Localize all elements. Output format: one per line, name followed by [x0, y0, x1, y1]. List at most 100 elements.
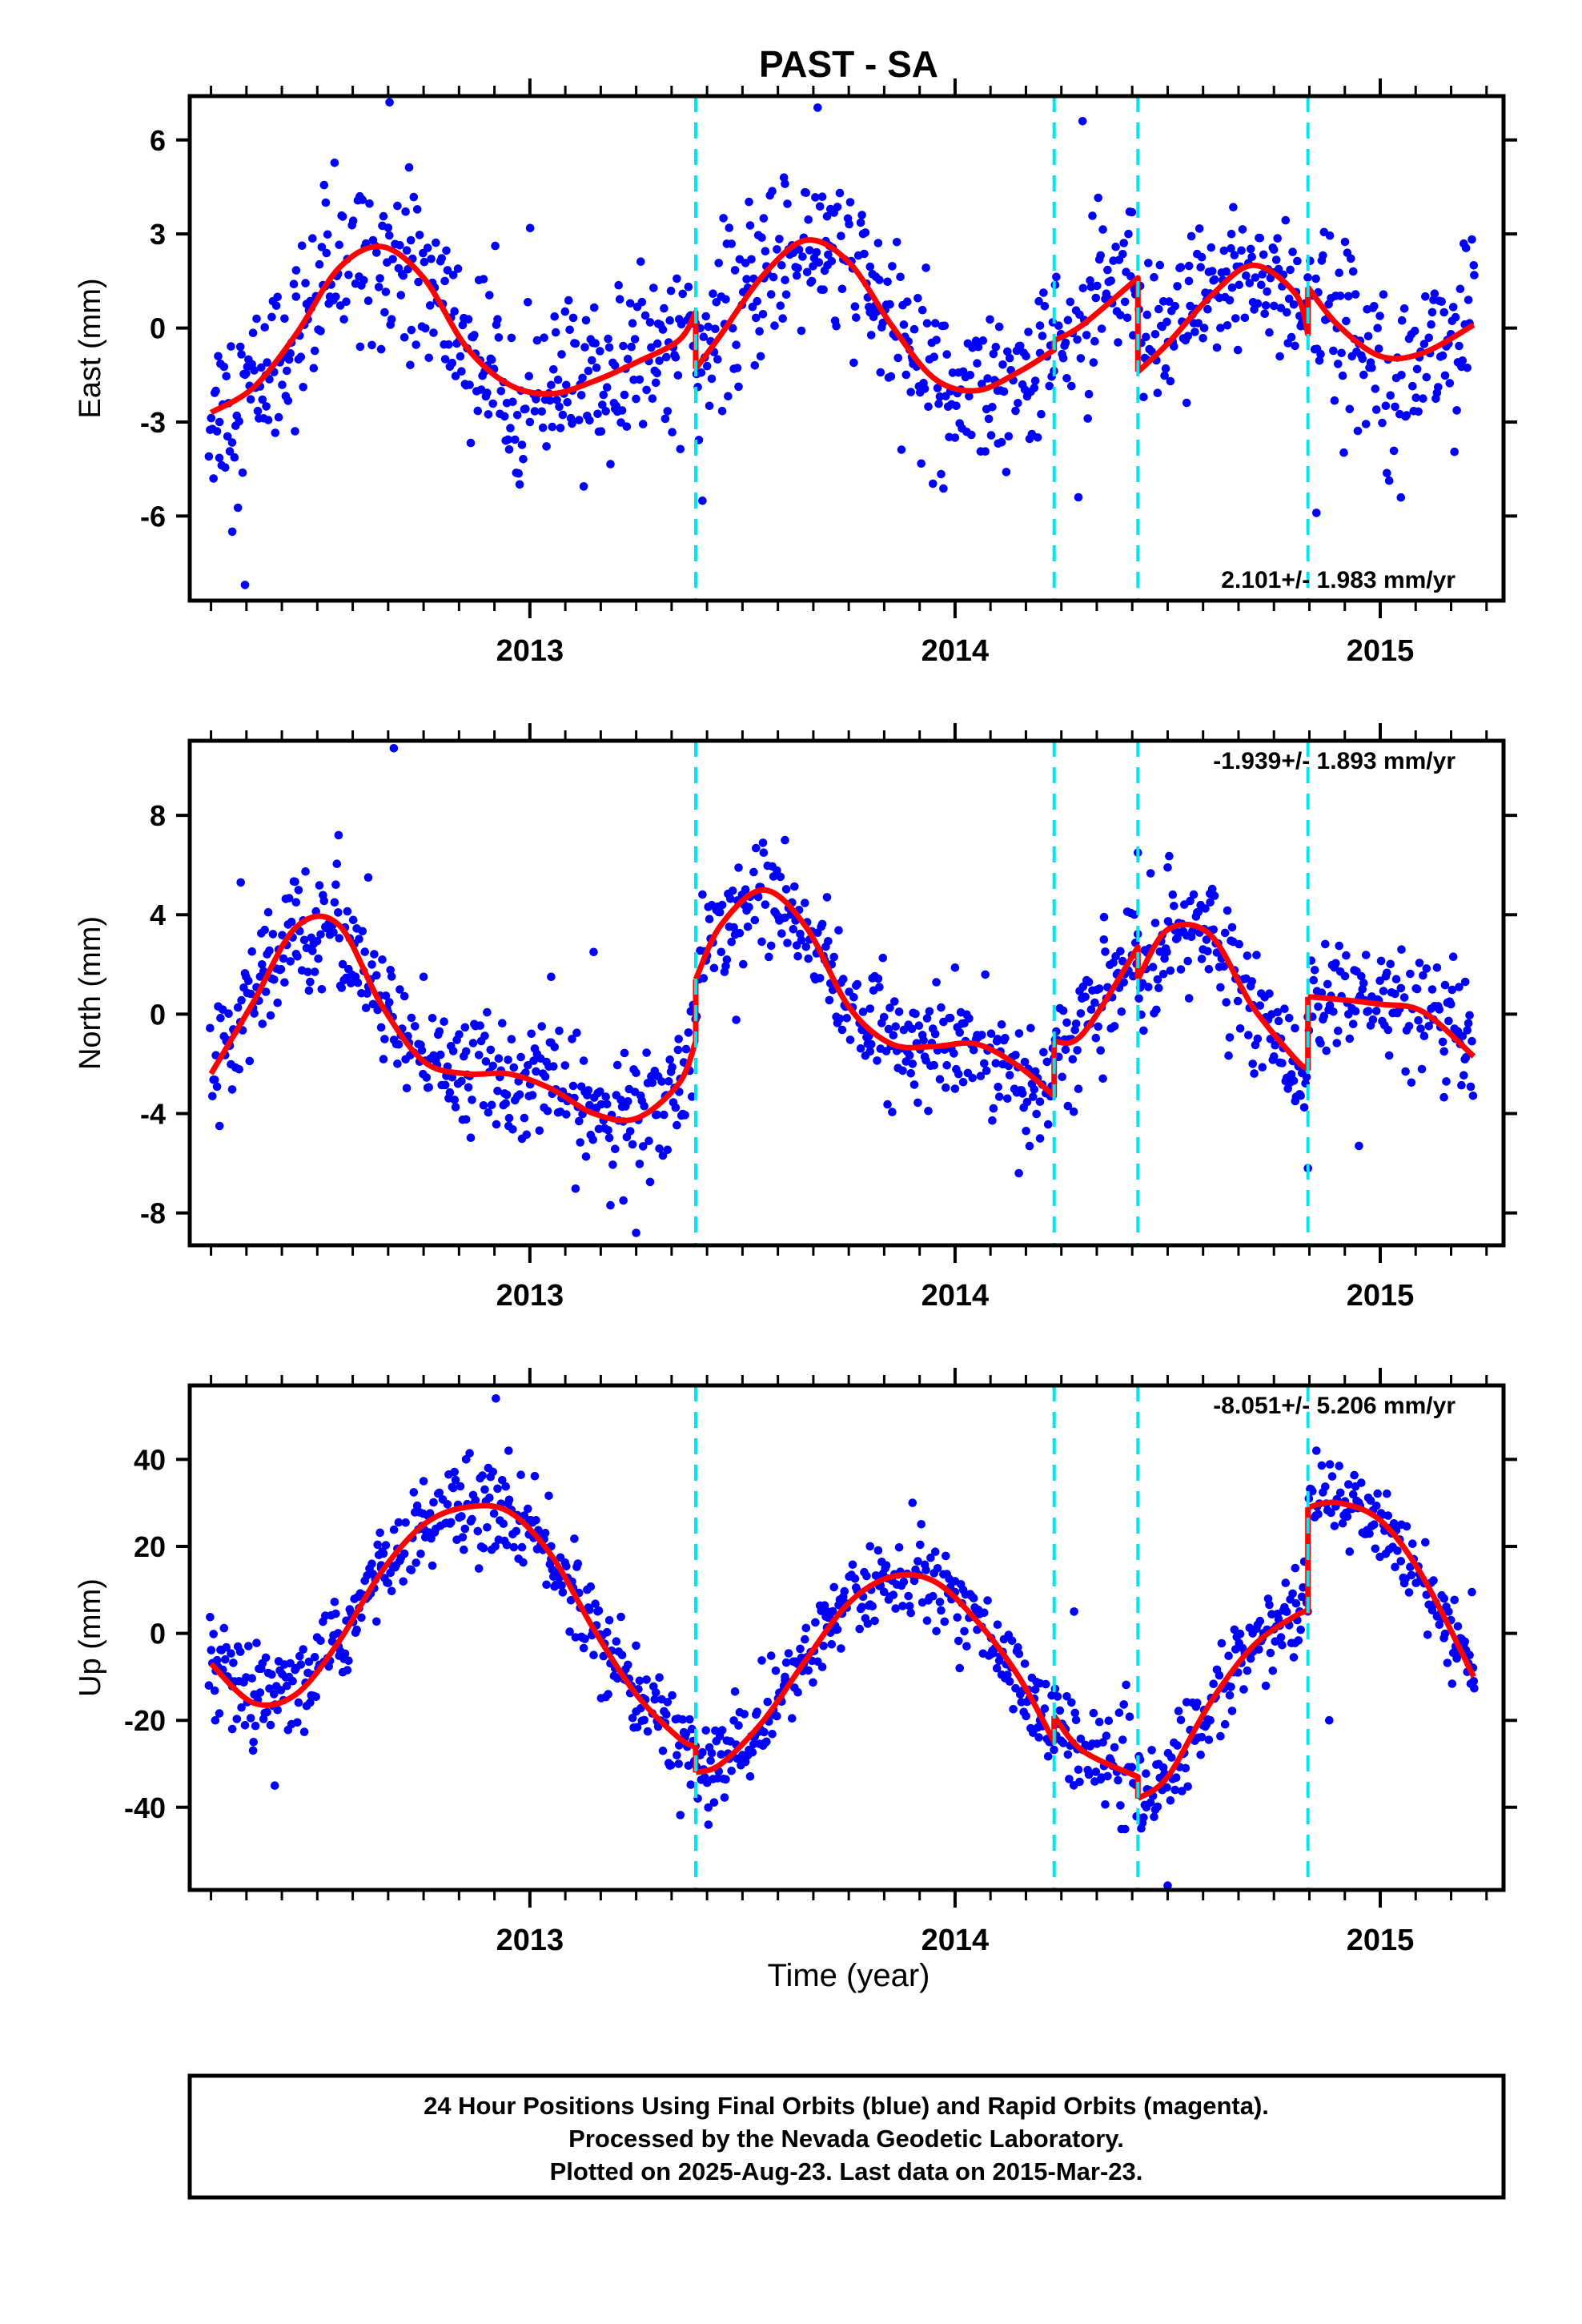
observation-point: [1243, 951, 1252, 960]
observation-point: [1440, 371, 1450, 380]
observation-point: [1399, 993, 1409, 1002]
observation-point: [1270, 301, 1279, 311]
observation-point: [1229, 203, 1238, 211]
observation-point: [563, 398, 572, 407]
observation-point: [1321, 939, 1330, 949]
observation-point: [1094, 193, 1102, 203]
observation-point: [1255, 1001, 1265, 1010]
observation-point: [1084, 977, 1094, 987]
observation-point: [1330, 1522, 1339, 1530]
observation-point: [932, 978, 941, 987]
observation-point: [312, 936, 322, 946]
observation-point: [1094, 984, 1104, 993]
observation-point: [246, 989, 255, 999]
observation-series: [204, 1394, 1479, 1890]
observation-point: [849, 993, 858, 1002]
observation-point: [1170, 342, 1178, 351]
observation-point: [717, 407, 727, 416]
observation-point: [375, 1528, 384, 1538]
observation-point: [1101, 1800, 1110, 1809]
observation-point: [387, 972, 396, 981]
observation-point: [763, 1697, 773, 1707]
observation-point: [1419, 1031, 1429, 1040]
observation-point: [983, 1596, 992, 1605]
observation-point: [348, 915, 358, 925]
observation-point: [1335, 292, 1345, 300]
observation-point: [1253, 299, 1263, 308]
observation-point: [1084, 389, 1094, 399]
observation-point: [602, 383, 612, 392]
observation-point: [249, 1738, 259, 1747]
observation-point: [1118, 956, 1127, 966]
observation-point: [1091, 1767, 1101, 1776]
observation-point: [704, 322, 713, 332]
observation-point: [1202, 935, 1211, 944]
observation-point: [604, 1690, 612, 1699]
observation-point: [1203, 947, 1212, 956]
observation-point: [308, 947, 317, 955]
observation-point: [1182, 398, 1191, 408]
observation-point: [1155, 260, 1165, 270]
observation-point: [1058, 1739, 1068, 1747]
observation-point: [1119, 1700, 1128, 1709]
observation-point: [1371, 405, 1381, 414]
observation-point: [304, 1657, 314, 1667]
observation-point: [1181, 1763, 1191, 1773]
observation-point: [334, 830, 343, 840]
observation-point: [1414, 407, 1423, 416]
observation-point: [519, 1558, 528, 1567]
observation-point: [315, 881, 324, 890]
observation-point: [260, 925, 270, 935]
observation-point: [625, 299, 635, 308]
observation-point: [316, 1636, 325, 1645]
observation-point: [640, 311, 650, 320]
observation-point: [1396, 1557, 1406, 1566]
observation-point: [385, 98, 394, 107]
observation-point: [1089, 1708, 1098, 1718]
observation-point: [484, 1108, 493, 1117]
observation-point: [381, 991, 391, 1000]
observation-point: [1104, 1716, 1114, 1725]
observation-point: [240, 581, 250, 589]
observation-point: [1450, 1595, 1459, 1605]
observation-point: [420, 257, 429, 267]
observation-point: [1204, 965, 1214, 974]
observation-point: [314, 954, 323, 963]
observation-point: [1096, 251, 1105, 260]
observation-point: [720, 1793, 729, 1802]
observation-point: [1248, 1059, 1257, 1068]
observation-point: [323, 230, 332, 239]
observation-point: [1034, 296, 1043, 306]
observation-point: [1003, 1094, 1012, 1104]
observation-point: [1139, 392, 1148, 402]
observation-point: [1427, 985, 1437, 994]
observation-point: [294, 1698, 303, 1707]
observation-point: [485, 291, 494, 300]
observation-point: [1240, 313, 1250, 323]
observation-point: [714, 259, 723, 267]
observation-point: [1216, 983, 1225, 992]
observation-point: [571, 1184, 580, 1193]
observation-point: [801, 943, 811, 951]
observation-point: [1322, 1046, 1331, 1055]
observation-point: [627, 342, 636, 352]
observation-point: [948, 368, 958, 377]
observation-point: [504, 1121, 513, 1131]
observation-point: [453, 264, 463, 273]
observation-point: [950, 433, 960, 442]
observation-point: [1273, 234, 1282, 243]
observation-point: [1235, 1024, 1245, 1033]
observation-point: [773, 245, 781, 254]
observation-point: [952, 401, 961, 411]
observation-point: [1206, 898, 1215, 907]
observation-point: [905, 1602, 914, 1610]
observation-point: [612, 1637, 621, 1646]
observation-point: [1334, 360, 1343, 368]
observation-point: [1206, 1715, 1215, 1725]
observation-point: [1165, 851, 1174, 861]
observation-point: [448, 1483, 458, 1493]
observation-point: [1289, 300, 1299, 309]
observation-point: [1327, 1472, 1337, 1481]
observation-point: [1386, 959, 1395, 969]
observation-point: [649, 283, 658, 292]
